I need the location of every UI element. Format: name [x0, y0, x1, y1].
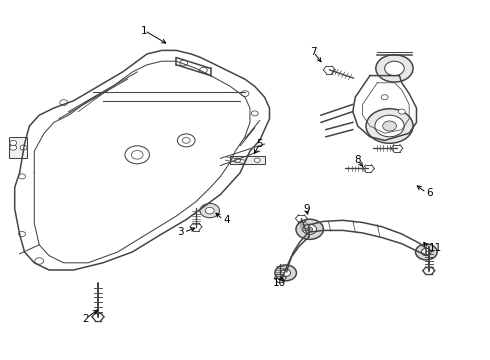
Circle shape — [241, 91, 249, 96]
Circle shape — [398, 109, 405, 114]
Circle shape — [177, 134, 195, 147]
Circle shape — [60, 100, 68, 105]
Circle shape — [20, 145, 27, 150]
Circle shape — [182, 138, 190, 143]
Circle shape — [10, 140, 17, 145]
Circle shape — [376, 55, 413, 82]
Circle shape — [10, 145, 17, 150]
Circle shape — [381, 95, 388, 100]
Text: 1: 1 — [141, 26, 148, 36]
Circle shape — [35, 258, 44, 264]
Text: 3: 3 — [177, 227, 184, 237]
Text: 5: 5 — [256, 139, 263, 149]
Circle shape — [180, 60, 188, 66]
Text: 8: 8 — [354, 155, 361, 165]
Circle shape — [303, 224, 317, 234]
Circle shape — [375, 115, 404, 137]
Circle shape — [296, 219, 323, 239]
Circle shape — [275, 265, 296, 281]
FancyBboxPatch shape — [9, 137, 27, 158]
Circle shape — [125, 146, 149, 164]
Circle shape — [421, 248, 431, 256]
Circle shape — [307, 227, 313, 231]
Circle shape — [383, 121, 396, 131]
Circle shape — [131, 150, 143, 159]
Text: 9: 9 — [303, 204, 310, 214]
Text: 7: 7 — [310, 47, 317, 57]
Circle shape — [385, 61, 404, 76]
Circle shape — [366, 109, 413, 143]
Circle shape — [251, 111, 258, 116]
Circle shape — [281, 269, 291, 276]
Text: 6: 6 — [426, 188, 433, 198]
Text: 4: 4 — [223, 215, 230, 225]
Circle shape — [200, 203, 220, 218]
Circle shape — [205, 207, 214, 214]
Circle shape — [19, 174, 25, 179]
Text: 11: 11 — [429, 243, 442, 253]
Circle shape — [19, 231, 25, 237]
FancyBboxPatch shape — [230, 156, 265, 164]
Circle shape — [235, 158, 241, 162]
Circle shape — [254, 158, 260, 162]
Circle shape — [416, 244, 437, 260]
Circle shape — [199, 67, 207, 73]
Text: 2: 2 — [82, 314, 89, 324]
Text: 10: 10 — [273, 278, 286, 288]
